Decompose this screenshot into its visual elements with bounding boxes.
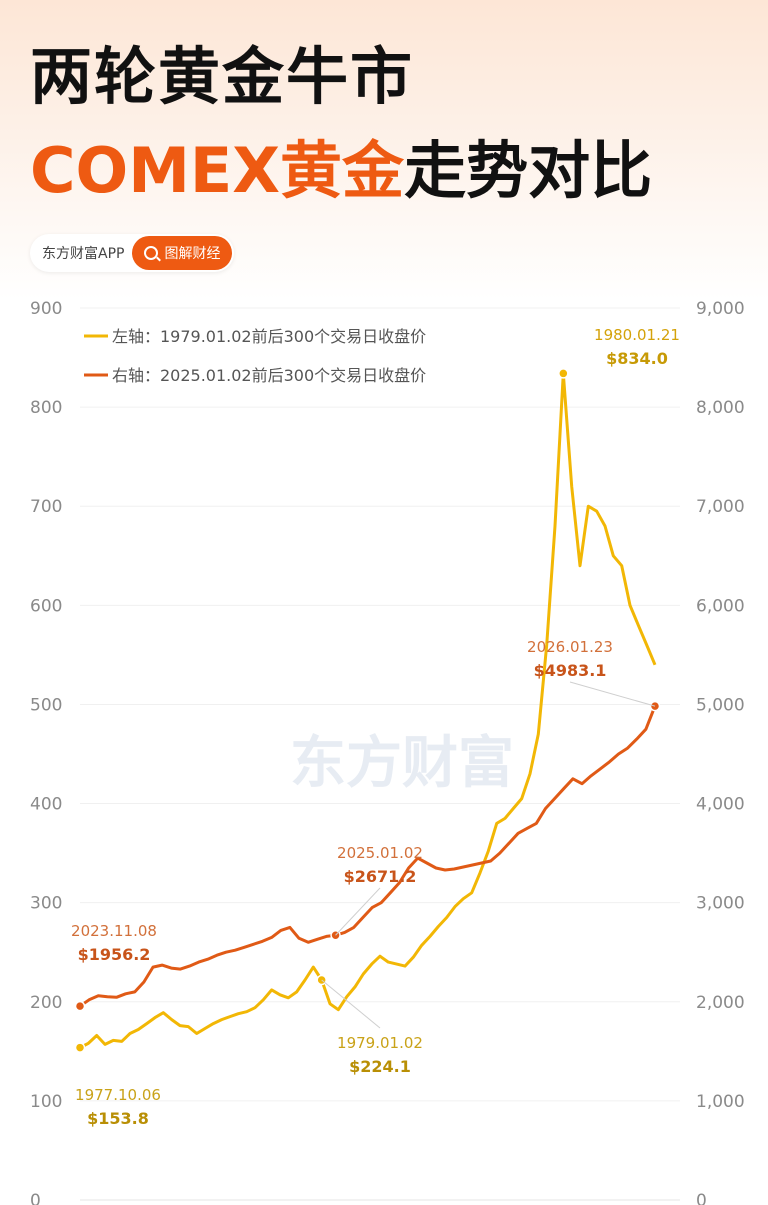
annotation-value: $834.0 [606,349,668,368]
annotation-value: $2671.2 [344,867,417,886]
right-tick-label: 9,000 [696,299,745,319]
left-tick-label: 200 [30,993,62,1013]
annotation-leader [335,887,381,936]
annotation-leader [569,681,656,707]
legend-label-left: 左轴：1979.01.02前后300个交易日收盘价 [112,327,426,346]
legend: 左轴：1979.01.02前后300个交易日收盘价 右轴：2025.01.02前… [84,327,426,385]
annotation-point [74,1000,86,1012]
annotation-date: 2025.01.02 [337,844,423,862]
annotation-leader [321,979,381,1029]
right-tick-label: 5,000 [696,695,745,715]
annotation-date: 1977.10.06 [75,1086,161,1104]
right-tick-label: 1,000 [696,1092,745,1112]
series-line-2025 [79,705,657,1008]
brand-tag-label: 图解财经 [164,246,221,262]
annotation-value: $4983.1 [534,661,607,680]
right-tick-label: 8,000 [696,398,745,418]
search-icon [144,246,159,260]
subtitle-accent: COMEX黄金 [30,134,405,207]
annotation-date: 1980.01.21 [594,326,680,344]
left-tick-label: 100 [30,1092,62,1112]
subtitle-rest: 走势对比 [404,134,653,207]
annotation-point [74,1042,86,1053]
annotation-value: $224.1 [349,1057,411,1076]
series-line-1979 [79,371,657,1049]
right-tick-label: 6,000 [696,596,745,616]
right-tick-label: 4,000 [696,795,745,815]
annotation-date: 1979.01.02 [337,1034,423,1052]
left-tick-label: 400 [30,795,62,815]
right-tick-label: 0 [696,1191,707,1205]
annotations: 1980.01.21 $834.0 2026.01.23 $4983.1 2025.01… [71,326,680,1128]
gold-comparison-chart: 东方财富 0 100 200 300 400 500 600 700 800 900 0 1,000… [30,299,745,1205]
left-tick-label: 500 [30,695,62,715]
brand-tag-button[interactable]: 图解财经 [132,236,233,270]
annotation-value: $153.8 [87,1109,149,1128]
right-tick-label: 3,000 [696,894,745,914]
watermark-text: 东方财富 [290,731,514,796]
annotation-date: 2026.01.23 [527,638,613,656]
right-axis: 0 1,000 2,000 3,000 4,000 5,000 6,000 7,000 8,00… [696,299,745,1205]
left-tick-label: 300 [30,894,62,914]
page-title: 两轮黄金牛市 [30,40,415,113]
left-axis: 0 100 200 300 400 500 600 700 800 900 [30,299,680,1205]
series-lines [79,371,657,1049]
annotation-value: $1956.2 [78,945,151,964]
right-tick-label: 2,000 [696,993,745,1013]
left-tick-label: 700 [30,497,62,517]
left-tick-label: 600 [30,596,62,616]
right-tick-label: 7,000 [696,497,745,517]
page-subtitle: COMEX黄金走势对比 [30,120,652,210]
annotation-point [558,368,569,379]
left-tick-label: 0 [30,1191,41,1205]
brand-pill[interactable]: 东方财富APP 图解财经 [30,234,235,272]
annotation-date: 2023.11.08 [71,922,157,940]
brand-name: 东方财富APP [42,246,125,262]
left-tick-label: 800 [30,398,62,418]
left-tick-label: 900 [30,299,62,319]
legend-label-right: 右轴：2025.01.02前后300个交易日收盘价 [112,366,426,385]
